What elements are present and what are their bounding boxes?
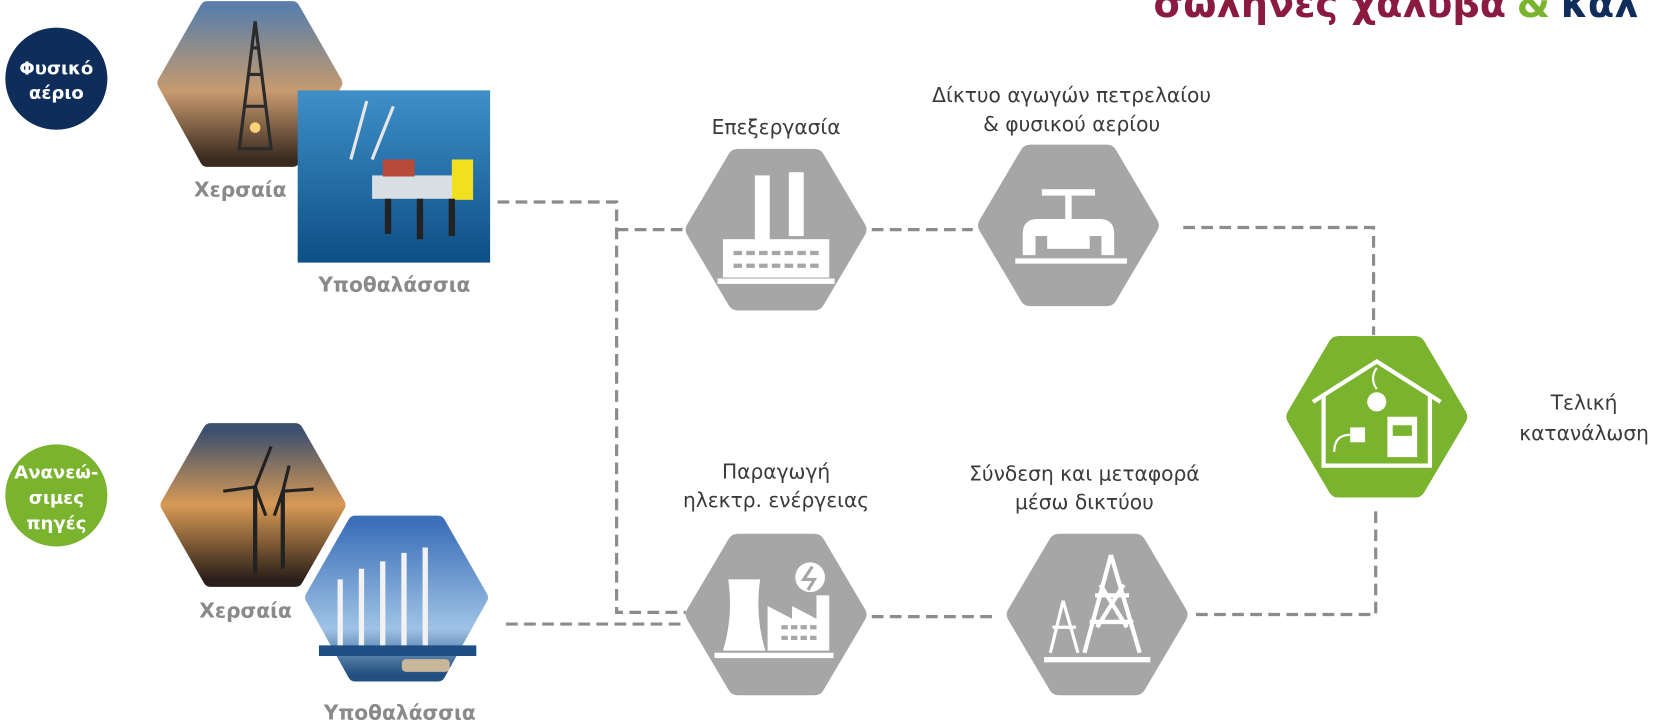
node-label: κατανάλωση: [1519, 421, 1649, 445]
title-part: καλ: [1561, 0, 1639, 27]
connector: [498, 202, 686, 612]
source-label: Ανανεώ-: [14, 462, 98, 483]
node-label: μέσω δικτύου: [1015, 490, 1154, 514]
title: σωλήνες χάλυβα&καλ: [1154, 0, 1639, 27]
connector: [1183, 228, 1373, 335]
body: σωλήνες χάλυβα&καλ Φυσικό αέριο Ανανεώ- …: [0, 0, 1667, 724]
node-label: Σύνδεση και μεταφορά: [969, 462, 1199, 486]
photo-caption: Υποθαλάσσια: [317, 272, 470, 296]
node-label: Επεξεργασία: [712, 115, 841, 139]
connectors: [498, 202, 1376, 624]
source-label: σιμες: [29, 488, 84, 509]
source-label: αέριο: [29, 83, 84, 104]
photo-caption: Χερσαία: [194, 178, 287, 202]
title-part: σωλήνες χάλυβα: [1154, 0, 1507, 27]
node-power: [696, 544, 855, 684]
node-processing: [696, 159, 855, 299]
node-label: ηλεκτρ. ενέργειας: [683, 488, 869, 512]
node-grid: [1017, 544, 1176, 684]
photo-caption: Χερσαία: [199, 599, 292, 623]
photo-offshore-wind: [313, 523, 481, 674]
connector: [1196, 510, 1376, 614]
page: Diagram {"header": {"title": ["σωλήνες χ…: [0, 0, 1667, 724]
diagram: σωλήνες χάλυβα&καλ Φυσικό αέριο Ανανεώ- …: [0, 0, 1667, 724]
source-label: Φυσικό: [19, 58, 93, 79]
node-label: & φυσικού αερίου: [983, 112, 1160, 136]
node-label: Παραγωγή: [722, 459, 830, 483]
node-label: Δίκτυο αγωγών πετρελαίου: [932, 83, 1211, 107]
node-label: Τελική: [1550, 390, 1618, 414]
node-home: [1297, 347, 1456, 487]
photo-offshore-gas: [298, 90, 490, 262]
photo-onshore-wind: [168, 431, 338, 580]
node-pipeline: [989, 155, 1148, 295]
photo-caption: Υποθαλάσσια: [323, 701, 476, 724]
source-label: πηγές: [26, 513, 86, 534]
title-part: &: [1517, 0, 1550, 27]
